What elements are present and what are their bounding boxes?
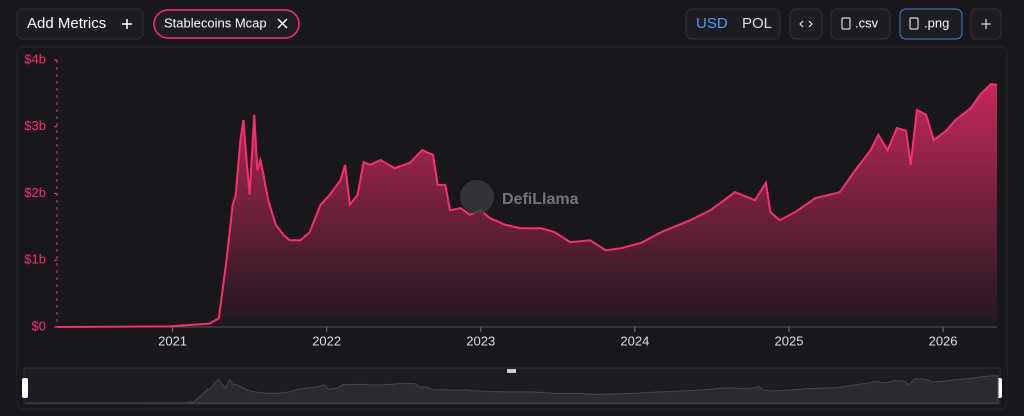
currency-usd[interactable]: USD bbox=[696, 15, 728, 32]
file-icon bbox=[909, 17, 919, 30]
x-tick-label: 2025 bbox=[775, 333, 804, 348]
png-label: .png bbox=[924, 15, 949, 30]
x-tick-label: 2021 bbox=[158, 333, 187, 348]
file-icon bbox=[841, 17, 851, 30]
x-tick-label: 2024 bbox=[620, 333, 649, 348]
y-tick-label: $3b bbox=[24, 118, 46, 133]
metric-tag[interactable] bbox=[153, 9, 300, 39]
plot: $0 $1b $2b $3b $4b 2021 2022 2023 2024 2025 2026 bbox=[24, 51, 998, 348]
add-metrics-label: Add Metrics bbox=[27, 15, 106, 32]
area bbox=[57, 84, 997, 327]
add-metrics-button[interactable] bbox=[16, 8, 144, 40]
plus-icon bbox=[981, 19, 991, 29]
x-tick-label: 2026 bbox=[929, 333, 958, 348]
y-tick-label: $0 bbox=[32, 318, 46, 333]
currency-pol[interactable]: POL bbox=[742, 15, 772, 32]
brush-handle-left[interactable] bbox=[22, 378, 28, 398]
y-tick-label: $1b bbox=[24, 252, 46, 267]
metric-tag-label: Stablecoins Mcap bbox=[164, 15, 267, 30]
brush-grip[interactable] bbox=[507, 369, 516, 373]
csv-label: .csv bbox=[855, 15, 879, 30]
line bbox=[56, 82, 998, 328]
y-tick-label: $2b bbox=[24, 185, 46, 200]
png-button[interactable] bbox=[899, 8, 963, 40]
csv-button[interactable] bbox=[830, 8, 891, 40]
currency-toggle bbox=[685, 8, 781, 40]
code-icon bbox=[799, 20, 813, 28]
close-icon[interactable] bbox=[277, 18, 288, 29]
embed-button[interactable] bbox=[789, 8, 823, 40]
watermark: DefiLlama bbox=[502, 191, 579, 208]
x-tick-label: 2023 bbox=[466, 333, 495, 348]
watermark-logo bbox=[460, 180, 494, 214]
x-tick-label: 2022 bbox=[312, 333, 341, 348]
plus-icon bbox=[122, 19, 132, 29]
brush-preview bbox=[25, 375, 999, 404]
chart-frame bbox=[16, 46, 1008, 410]
y-tick-label: $4b bbox=[24, 51, 46, 66]
